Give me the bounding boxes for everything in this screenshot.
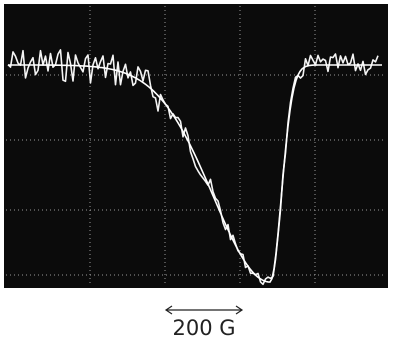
oscilloscope-figure: 200 G xyxy=(0,0,396,341)
scale-label: 200 G xyxy=(172,316,235,340)
screen xyxy=(4,4,388,288)
scale-arrow xyxy=(166,306,242,314)
figure: 200 G xyxy=(0,0,396,341)
